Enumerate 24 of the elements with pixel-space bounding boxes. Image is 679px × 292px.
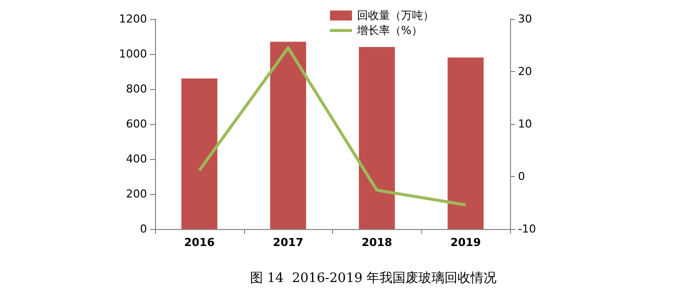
bar xyxy=(270,42,306,229)
text: 图 14 2016-2019 年我国废玻璃回收情况 xyxy=(250,271,497,286)
y-tick-label: 200 xyxy=(126,188,147,200)
y-tick-label: 0 xyxy=(140,222,147,236)
bar xyxy=(448,58,484,229)
y-tick-label: 1200 xyxy=(119,12,147,26)
y2-tick-label: -10 xyxy=(518,222,536,236)
y-tick-label: 1000 xyxy=(119,48,147,60)
y2-tick-label: 20 xyxy=(518,65,532,78)
y2-tick-label: 30 xyxy=(518,12,532,26)
y-tick-label: 800 xyxy=(126,82,147,96)
x-tick-label: 2016 xyxy=(184,236,216,249)
y-tick-label: 400 xyxy=(126,152,147,166)
x-tick-label: 2019 xyxy=(450,236,481,249)
y2-tick-label: 0 xyxy=(518,170,525,183)
line-series xyxy=(198,46,468,206)
bar xyxy=(358,47,395,229)
y2-tick-label: 10 xyxy=(518,118,532,130)
x-tick-label: 2018 xyxy=(362,236,392,249)
legend-label: 增长率（%） xyxy=(356,24,422,37)
bar xyxy=(181,78,218,229)
y-tick-label: 600 xyxy=(126,118,147,130)
legend-label: 回收量（万吨） xyxy=(357,9,434,22)
x-tick-label: 2017 xyxy=(272,236,304,249)
